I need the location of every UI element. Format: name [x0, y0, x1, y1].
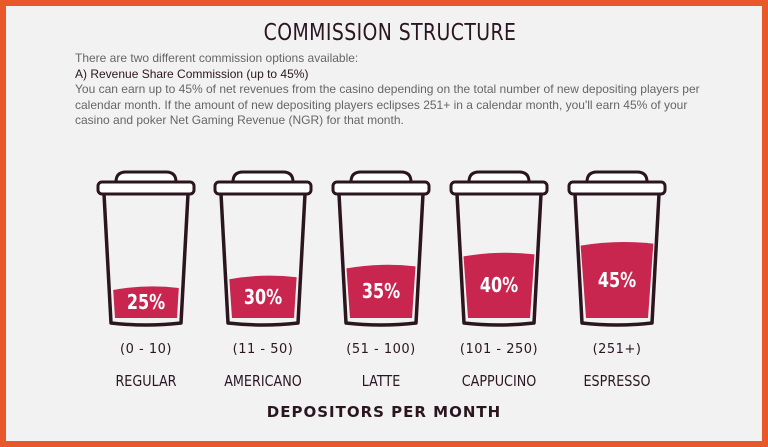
- depositor-range: (51 - 100): [346, 342, 416, 357]
- cup-lid-rim: [96, 180, 196, 196]
- depositor-range: (0 - 10): [120, 342, 172, 357]
- commission-percent: 25%: [126, 290, 166, 314]
- cup-graphic: [567, 170, 667, 327]
- cup-espresso: 45%: [567, 168, 667, 328]
- page-title: COMMISSION STRUCTURE: [263, 20, 517, 46]
- cup-fill-level: [463, 252, 535, 318]
- cup-americano: 30%: [213, 168, 313, 328]
- cup-graphic: [331, 170, 431, 327]
- tier-name: ESPRESSO: [583, 372, 651, 390]
- tier-name: AMERICANO: [224, 372, 302, 390]
- cup-body: [337, 193, 425, 327]
- cup-fill-level: [580, 242, 654, 318]
- cup-lid-top: [231, 170, 295, 184]
- cup-latte: 35%: [331, 168, 431, 328]
- cup-body: [219, 193, 307, 327]
- cup-fill-level: [229, 275, 297, 318]
- cup-lid-top: [114, 170, 178, 184]
- intro-subheading: A) Revenue Share Commission (up to 45%): [75, 66, 309, 81]
- cup-body: [573, 193, 661, 327]
- intro-text: There are two different commission optio…: [75, 51, 715, 129]
- cup-graphic: [449, 170, 549, 327]
- cup-fill-level: [113, 286, 179, 318]
- cup-regular: 25%: [96, 168, 196, 328]
- tier-name: REGULAR: [115, 372, 177, 390]
- commission-percent: 40%: [479, 273, 519, 298]
- commission-percent: 30%: [243, 284, 283, 309]
- depositor-range: (251+): [592, 342, 642, 357]
- cup-graphic: [96, 170, 196, 327]
- cup-lid-top: [585, 170, 649, 184]
- depositors-per-month-label: DEPOSITORS PER MONTH: [266, 403, 502, 421]
- depositor-range: (101 - 250): [459, 342, 539, 357]
- cup-fill-level: [346, 264, 416, 318]
- cup-lid-rim: [331, 180, 431, 196]
- tier-name: CAPPUCINO: [461, 372, 537, 390]
- commission-percent: 45%: [597, 267, 637, 292]
- cup-body: [455, 193, 543, 327]
- intro-body: You can earn up to 45% of net revenues f…: [75, 82, 700, 127]
- cup-lid-rim: [567, 180, 667, 196]
- cup-graphic: [213, 170, 313, 327]
- cup-body: [102, 193, 190, 327]
- depositor-range: (11 - 50): [232, 342, 294, 357]
- cup-lid-rim: [449, 180, 549, 196]
- cup-lid-top: [349, 170, 413, 184]
- cup-cappucino: 40%: [449, 168, 549, 328]
- tier-name: LATTE: [361, 372, 401, 390]
- commission-percent: 35%: [361, 279, 401, 304]
- cup-lid-rim: [213, 180, 313, 196]
- cup-lid-top: [467, 170, 531, 184]
- intro-line: There are two different commission optio…: [75, 51, 359, 65]
